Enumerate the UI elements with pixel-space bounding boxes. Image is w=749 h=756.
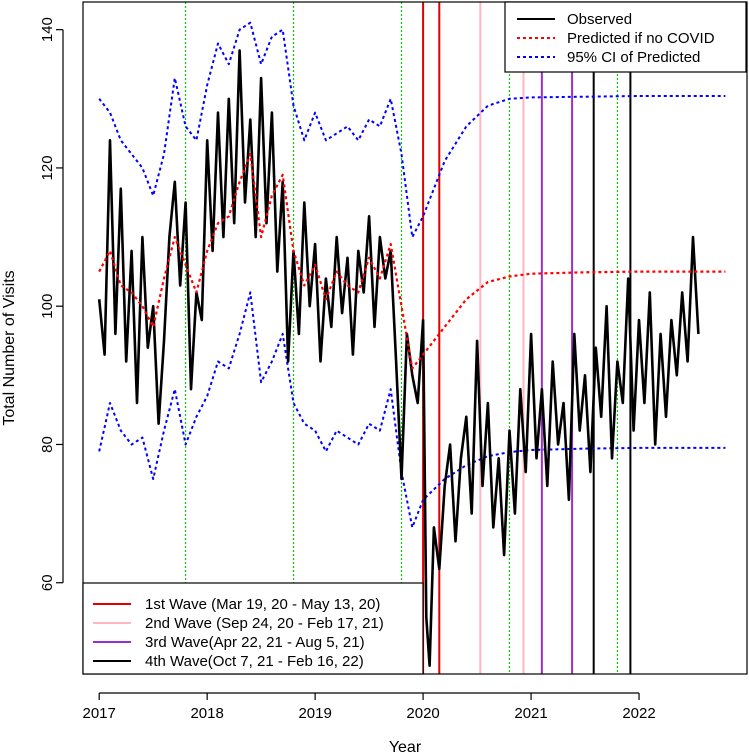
- axes: 2017 2018 2019 2020 2021 2022 60 80 100 120 140: [39, 17, 656, 722]
- legend-waves-box: [82, 582, 424, 675]
- predicted-line: [98, 153, 726, 370]
- x-axis-title: Year: [389, 739, 422, 756]
- ci-lower-line: [98, 291, 726, 529]
- x-tick-label-5: 2022: [622, 705, 655, 722]
- observed-line-group: [97, 49, 700, 668]
- confidence-interval-lines: [98, 21, 726, 529]
- ci-upper-line: [98, 21, 726, 239]
- legend-series: Observed Predicted if no COVID 95% CI of P…: [504, 1, 747, 73]
- legend-wave-label-1: 2nd Wave (Sep 24, 20 - Feb 17, 21): [145, 615, 384, 632]
- y-axis-title: Total Number of Visits: [1, 270, 18, 425]
- x-tick-label-3: 2020: [406, 705, 439, 722]
- legend-wave-label-2: 3rd Wave(Apr 22, 21 - Aug 5, 21): [145, 634, 365, 651]
- legend-wave-label-3: 4th Wave(Oct 7, 21 - Feb 16, 22): [145, 653, 364, 670]
- y-tick-label-1: 80: [39, 436, 56, 453]
- legend-series-box: [504, 1, 747, 73]
- legend-waves: 1st Wave (Mar 19, 20 - May 13, 20) 2nd Wa…: [82, 582, 424, 675]
- x-tick-label-1: 2018: [190, 705, 223, 722]
- legend-series-label-1: Predicted if no COVID: [567, 30, 715, 47]
- legend-series-label-2: 95% CI of Predicted: [567, 49, 700, 66]
- predicted-line-group: [98, 153, 726, 370]
- y-tick-label-3: 120: [39, 155, 56, 180]
- y-tick-label-4: 140: [39, 17, 56, 42]
- observed-line: [97, 49, 700, 668]
- legend-series-label-0: Observed: [567, 11, 632, 28]
- x-tick-label-4: 2021: [514, 705, 547, 722]
- y-tick-label-0: 60: [39, 574, 56, 591]
- y-tick-label-2: 100: [39, 294, 56, 319]
- x-tick-label-2: 2019: [298, 705, 331, 722]
- legend-wave-label-0: 1st Wave (Mar 19, 20 - May 13, 20): [145, 596, 380, 613]
- x-tick-label-0: 2017: [83, 705, 116, 722]
